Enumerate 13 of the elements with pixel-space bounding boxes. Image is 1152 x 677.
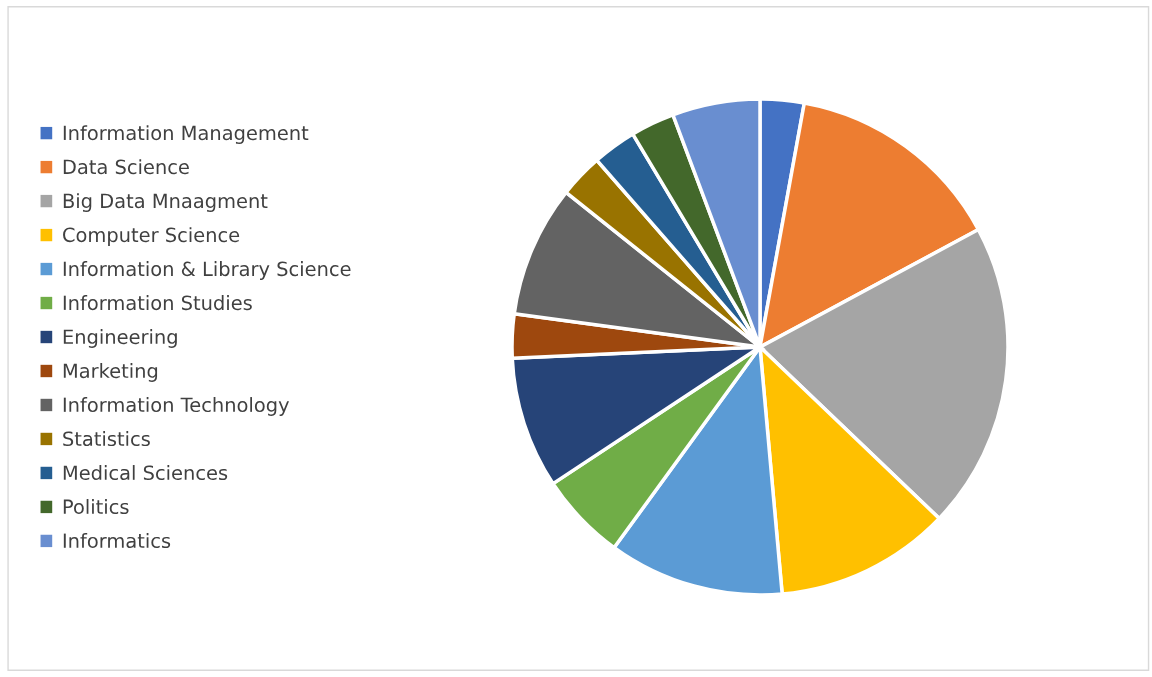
legend-label: Computer Science <box>63 227 240 246</box>
legend-label: Big Data Mnaagment <box>63 193 268 212</box>
legend-label: Information & Library Science <box>63 261 351 280</box>
legend-label: Information Management <box>63 125 309 144</box>
legend-label: Data Science <box>63 159 189 175</box>
legend-label: Engineering <box>63 329 177 348</box>
legend-label: Information Technology <box>63 397 290 416</box>
legend-label: Informatics <box>63 533 171 549</box>
legend-label: Marketing <box>63 363 158 382</box>
legend-label: Information Studies <box>63 295 252 311</box>
legend-label: Medical Sciences <box>63 465 228 481</box>
legend-label: Politics <box>63 499 129 515</box>
legend-label: Statistics <box>63 431 150 447</box>
